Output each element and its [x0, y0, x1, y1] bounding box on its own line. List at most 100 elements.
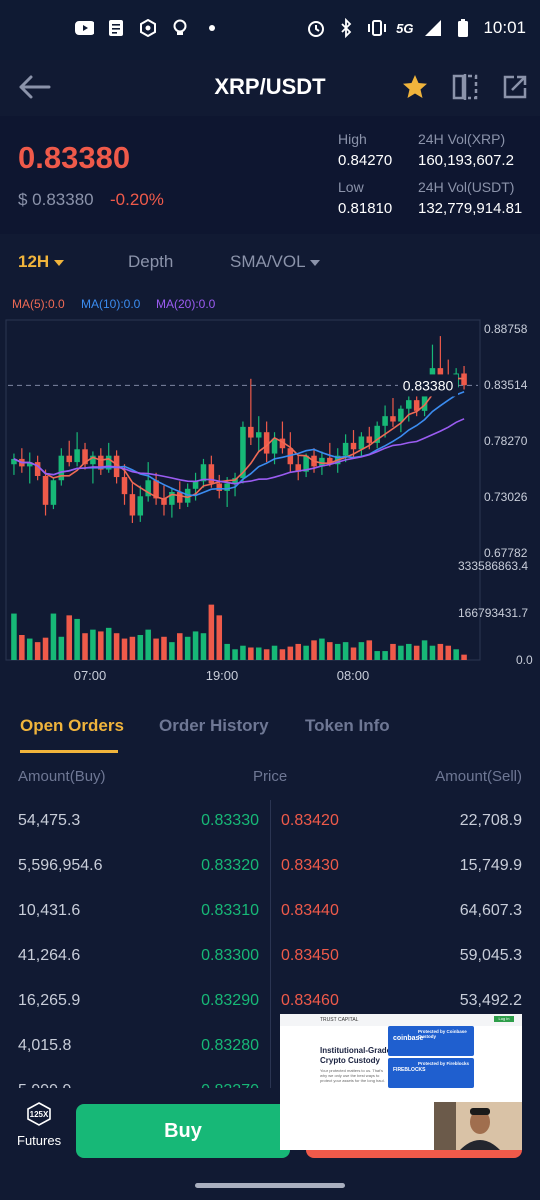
volume-bar	[161, 636, 167, 660]
candle-body	[208, 464, 215, 484]
pip-video-overlay[interactable]: TRUST CAPITAL Log in Institutional-Grade…	[280, 1014, 522, 1150]
tab-order-history[interactable]: Order History	[159, 716, 269, 735]
tab-token-info[interactable]: Token Info	[305, 716, 390, 735]
candle-body	[74, 449, 80, 463]
tab-open-orders[interactable]: Open Orders	[20, 716, 124, 735]
sell-amount: 64,607.3	[459, 902, 522, 919]
time-tick-label: 08:00	[337, 668, 370, 683]
volume-bar	[271, 645, 278, 660]
sell-amount: 53,492.2	[459, 992, 522, 1009]
candle-body	[105, 455, 112, 470]
tab-12h[interactable]: 12H	[18, 252, 64, 272]
candle-body	[98, 455, 104, 470]
candle-body	[295, 464, 301, 472]
volume-bar	[327, 642, 333, 660]
current-price-label: 0.83380	[403, 377, 454, 393]
order-row[interactable]: 16,265.9 0.83290 0.83460 53,492.2	[0, 992, 540, 1037]
order-row[interactable]: 54,475.3 0.83330 0.83420 22,708.9	[0, 812, 540, 857]
volume-bar	[11, 613, 17, 660]
volume-bar	[74, 618, 80, 660]
compare-icon[interactable]	[450, 72, 480, 102]
buy-amount: 10,431.6	[18, 902, 81, 919]
order-row[interactable]: 41,264.6 0.83300 0.83450 59,045.3	[0, 947, 540, 992]
volume-bar	[342, 642, 349, 660]
pip-site-nav: TRUST CAPITAL	[280, 1014, 522, 1026]
candle-body	[177, 492, 183, 503]
ma10-line	[13, 391, 465, 497]
candle-body	[145, 480, 151, 497]
document-icon	[106, 18, 126, 38]
candle-body	[271, 438, 278, 454]
volume-bar	[453, 649, 459, 660]
active-tab-underline	[20, 750, 118, 753]
pip-card-title: Protected by Coinbase Custody	[418, 1029, 467, 1039]
volume-bar	[295, 643, 301, 660]
usd-price: $ 0.83380	[18, 190, 94, 209]
chart-frame	[5, 319, 481, 661]
candle-body	[240, 426, 246, 479]
buy-price: 0.83310	[201, 902, 259, 919]
vol-xrp-label: 24H Vol(XRP)	[418, 131, 506, 147]
volume-bar	[145, 629, 151, 660]
candle-body	[350, 442, 357, 450]
sell-amount: 15,749.9	[459, 857, 522, 874]
volume-bar	[177, 633, 183, 660]
buy-button[interactable]: Buy	[76, 1104, 290, 1158]
futures-icon[interactable]: 125X	[26, 1102, 52, 1126]
vol-xrp-value: 160,193,607.2	[418, 152, 514, 169]
volume-bar	[437, 643, 444, 660]
volume-bar	[26, 638, 33, 660]
volume-tick-label: 333586863.4	[458, 559, 528, 573]
chevron-down-icon	[309, 259, 320, 266]
buy-amount: 4,015.8	[18, 1037, 72, 1054]
tab-sma-vol[interactable]: SMA/VOL	[230, 252, 320, 272]
candle-body	[34, 462, 41, 476]
volume-bar	[121, 638, 128, 660]
pip-card-logo: coinbase	[393, 1035, 424, 1042]
candle-body	[263, 432, 270, 454]
buy-price: 0.83280	[201, 1037, 259, 1054]
sell-price: 0.83420	[281, 812, 339, 829]
back-arrow-icon[interactable]	[18, 72, 52, 102]
volume-bar	[82, 633, 88, 660]
volume-bar	[311, 640, 317, 660]
ma20-label: MA(20):0.0	[156, 297, 216, 311]
candle-body	[366, 436, 373, 443]
candlestick-chart[interactable]: 0.88758 0.83514 0.78270 0.73026 0.6778233358…	[0, 318, 540, 690]
candle-body	[382, 416, 388, 426]
volume-bar	[358, 642, 365, 660]
tab-depth[interactable]: Depth	[128, 252, 174, 271]
candle-body	[287, 448, 294, 465]
volume-bar	[429, 645, 436, 660]
order-row[interactable]: 4,015.8 0.83280	[0, 1037, 540, 1082]
volume-bar	[216, 615, 223, 660]
volume-bar	[90, 629, 96, 660]
candle-body	[255, 432, 262, 438]
order-row[interactable]: 10,431.6 0.83310 0.83440 64,607.3	[0, 902, 540, 947]
chart-tabs: 12H Depth SMA/VOL	[0, 236, 540, 288]
volume-bar	[406, 643, 412, 660]
share-icon[interactable]	[500, 72, 530, 102]
futures-label[interactable]: Futures	[17, 1133, 62, 1148]
candle-body	[161, 498, 167, 505]
home-indicator[interactable]	[195, 1183, 345, 1188]
volume-bar	[287, 646, 294, 660]
price-change: -0.20%	[110, 190, 164, 209]
order-row[interactable]: 5,596,954.6 0.83320 0.83430 15,749.9	[0, 857, 540, 902]
candle-body	[413, 400, 420, 411]
bulb-icon	[170, 18, 190, 38]
buy-amount: 16,265.9	[18, 992, 81, 1009]
youtube-icon	[74, 18, 94, 38]
star-icon[interactable]	[400, 72, 430, 102]
volume-bar	[184, 636, 191, 660]
status-bar: 5G 10:01	[0, 0, 540, 60]
pair-title: XRP/USDT	[214, 74, 326, 99]
volume-bar	[421, 640, 428, 660]
volume-bar	[248, 647, 254, 660]
volume-bar	[319, 638, 325, 660]
volume-bar	[350, 647, 357, 660]
high-label: High	[338, 131, 367, 147]
buy-price: 0.83320	[201, 857, 259, 874]
price-tick-label: 0.78270	[484, 434, 528, 448]
sell-price: 0.83460	[281, 992, 339, 1009]
